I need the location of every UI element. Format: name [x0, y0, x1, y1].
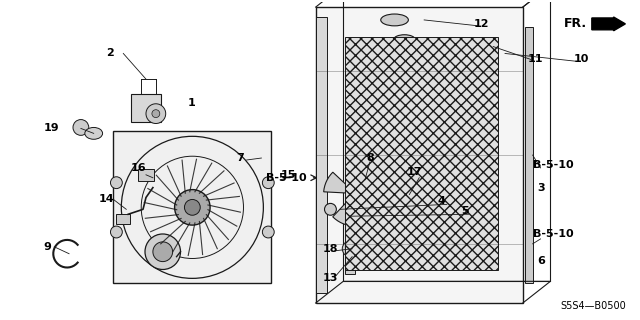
Circle shape: [145, 234, 180, 269]
Bar: [525, 27, 532, 283]
Text: 17: 17: [406, 167, 422, 177]
Polygon shape: [324, 172, 350, 193]
Ellipse shape: [381, 14, 408, 26]
Circle shape: [153, 242, 173, 261]
Text: 14: 14: [99, 195, 115, 204]
Circle shape: [152, 110, 160, 117]
Text: 8: 8: [366, 153, 374, 163]
Bar: [113, 132, 271, 283]
Text: 6: 6: [538, 256, 545, 266]
Ellipse shape: [85, 127, 102, 139]
Ellipse shape: [390, 189, 399, 199]
Bar: [316, 7, 523, 303]
Ellipse shape: [324, 204, 337, 215]
Bar: [316, 17, 328, 293]
Polygon shape: [333, 199, 354, 226]
Ellipse shape: [394, 35, 415, 44]
Text: B-5-10: B-5-10: [266, 173, 307, 183]
Circle shape: [175, 189, 210, 225]
Polygon shape: [360, 196, 387, 217]
Text: 3: 3: [538, 183, 545, 193]
Text: 10: 10: [574, 54, 589, 64]
Text: 9: 9: [44, 242, 51, 252]
Text: 15: 15: [280, 170, 296, 180]
Text: 19: 19: [44, 124, 59, 133]
Text: 5: 5: [461, 206, 469, 216]
Text: 7: 7: [236, 153, 244, 163]
Text: 11: 11: [528, 54, 543, 64]
FancyArrow shape: [592, 17, 625, 31]
Text: S5S4—B0500: S5S4—B0500: [560, 301, 626, 311]
Polygon shape: [356, 163, 378, 189]
Text: 12: 12: [474, 19, 489, 29]
Text: B-5-10: B-5-10: [532, 229, 573, 239]
Circle shape: [348, 187, 363, 203]
Bar: [116, 214, 130, 224]
Circle shape: [262, 226, 274, 238]
Circle shape: [184, 199, 200, 215]
Circle shape: [111, 226, 122, 238]
Bar: [343, 0, 550, 281]
Text: B-5-10: B-5-10: [532, 160, 573, 170]
Bar: [345, 257, 355, 275]
Bar: [131, 94, 161, 122]
Text: FR.: FR.: [564, 17, 587, 30]
Bar: [138, 169, 154, 181]
Text: 16: 16: [131, 163, 146, 173]
Circle shape: [73, 120, 89, 135]
Circle shape: [342, 241, 358, 257]
Text: 2: 2: [107, 48, 115, 59]
Text: 1: 1: [188, 98, 195, 108]
Bar: [345, 37, 498, 270]
Ellipse shape: [401, 47, 418, 56]
Text: 4: 4: [438, 196, 446, 206]
Circle shape: [111, 177, 122, 188]
Text: 13: 13: [323, 273, 338, 284]
Text: 18: 18: [323, 244, 338, 254]
Ellipse shape: [339, 212, 348, 220]
Circle shape: [146, 104, 166, 124]
Circle shape: [262, 177, 274, 188]
